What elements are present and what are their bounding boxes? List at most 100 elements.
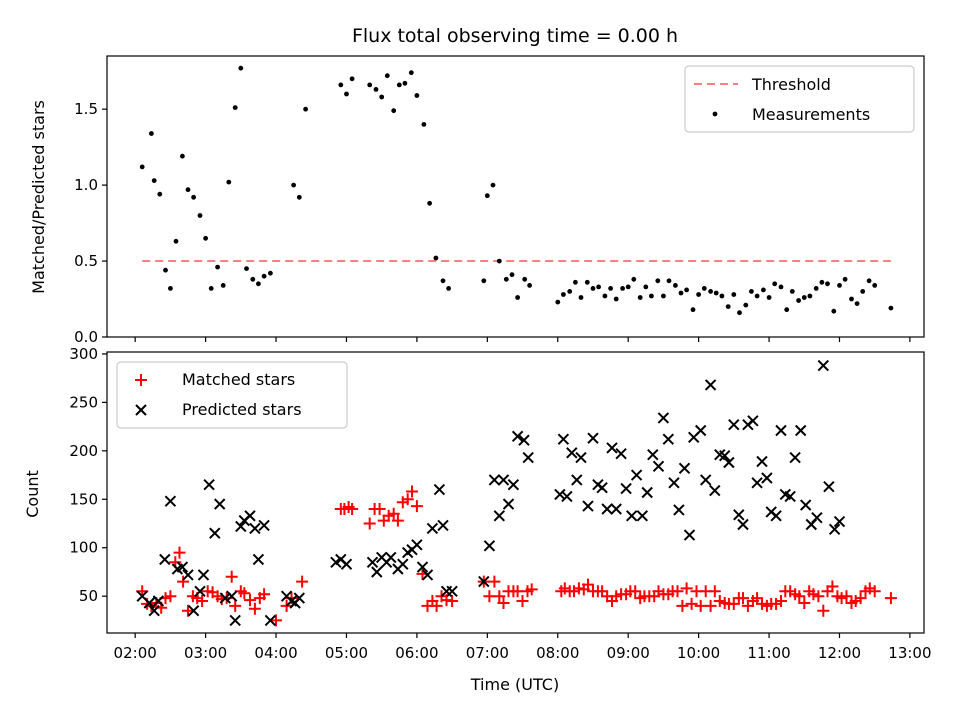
predicted-star-point: [397, 558, 409, 570]
measurement-point: [807, 293, 813, 299]
measurement-point: [872, 283, 878, 288]
matched-star-point: [446, 595, 459, 607]
legend-measurements-label: Measurements: [752, 105, 870, 124]
measurement-point: [608, 286, 613, 291]
measurement-point: [766, 295, 772, 300]
matched-star-point: [173, 546, 186, 559]
measurement-point: [849, 296, 854, 302]
predicted-star-point: [225, 590, 238, 602]
predicted-star-point: [652, 460, 665, 473]
predicted-star-point: [437, 519, 449, 532]
bottom-panel: 50 100 150 200 250 300 02:00 03:00 04:00 05:00 06…: [23, 345, 932, 694]
predicted-star-point: [421, 569, 434, 581]
predicted-star-point: [446, 585, 458, 598]
measurement-point: [149, 131, 154, 136]
measurement-point: [602, 293, 608, 299]
measurement-point: [631, 276, 637, 282]
measurement-point: [163, 267, 168, 273]
predicted-star-point: [601, 503, 613, 515]
predicted-star-point: [411, 539, 423, 551]
measurement-point: [842, 276, 848, 282]
predicted-star-point: [587, 432, 599, 444]
matched-star-point: [516, 595, 529, 607]
predicted-star-point: [784, 490, 796, 503]
matched-star-point: [840, 590, 853, 603]
measurement-point: [690, 307, 696, 313]
x-axis-label: Time (UTC): [470, 675, 559, 694]
measurement-point: [637, 295, 643, 300]
predicted-star-point: [258, 519, 270, 532]
x-tick-label: 10:00: [677, 644, 720, 662]
measurement-point: [256, 281, 261, 287]
predicted-star-point: [662, 433, 675, 445]
measurement-point: [613, 296, 619, 302]
matched-star-point: [387, 507, 400, 520]
matched-star-point: [401, 493, 414, 506]
legend-matched-swatch: [135, 374, 147, 386]
measurement-point: [238, 65, 244, 71]
measurement-point: [157, 191, 163, 197]
x-tick-label: 06:00: [395, 644, 438, 662]
measurement-point: [684, 287, 689, 293]
measurement-point: [421, 122, 427, 127]
measurement-point: [220, 283, 226, 288]
x-tick-label: 12:00: [818, 644, 861, 662]
measurement-point: [801, 295, 807, 300]
measurement-point: [180, 153, 185, 159]
bottom-y-tick-label: 150: [69, 490, 98, 508]
measurement-point: [527, 283, 532, 288]
measurement-point: [708, 289, 713, 294]
top-panel: Flux total observing time = 0.00 h 0.00.…: [29, 25, 925, 346]
measurement-point: [837, 283, 842, 288]
legend-matched-label: Matched stars: [182, 370, 295, 389]
x-tick-label: 05:00: [325, 644, 368, 662]
predicted-star-point: [488, 474, 501, 486]
matched-star-point: [296, 575, 309, 588]
predicted-star-point: [610, 503, 622, 515]
x-tick-label: 04:00: [254, 644, 297, 662]
top-x-ticks: [134, 337, 911, 342]
legend-threshold-label: Threshold: [751, 75, 831, 94]
measurement-points: [139, 65, 894, 316]
measurement-point: [831, 308, 837, 314]
measurement-point: [338, 82, 344, 88]
measurement-point: [819, 279, 825, 285]
predicted-star-point: [229, 614, 241, 627]
measurement-point: [725, 304, 731, 309]
predicted-star-point: [152, 595, 165, 607]
predicted-star-point: [371, 566, 383, 578]
measurement-point: [367, 82, 373, 88]
predicted-star-point: [615, 447, 627, 460]
matched-star-point: [238, 587, 251, 600]
predicted-star-point: [596, 481, 608, 494]
top-plot-frame: [106, 55, 925, 338]
measurement-point: [590, 286, 596, 291]
predicted-star-point: [606, 442, 618, 454]
matched-star-point: [826, 580, 839, 593]
measurement-point: [737, 310, 742, 316]
matched-star-point: [270, 614, 282, 627]
measurement-point: [291, 182, 296, 188]
matched-star-point: [671, 585, 684, 598]
predicted-star-point: [511, 430, 524, 443]
bottom-legend: Matched stars Predicted stars: [116, 361, 348, 429]
x-tick-label: 11:00: [747, 644, 790, 662]
predicted-star-point: [203, 478, 215, 491]
bottom-y-tick-label: 100: [69, 539, 98, 557]
predicted-star-point: [182, 569, 194, 581]
predicted-star-point: [159, 553, 171, 566]
predicted-star-point: [566, 447, 578, 459]
predicted-star-point: [244, 510, 256, 522]
matched-star-point: [775, 595, 787, 607]
predicted-star-point: [775, 424, 787, 437]
predicted-star-point: [794, 424, 807, 437]
bottom-plot-frame: [106, 351, 925, 634]
matched-star-point: [704, 599, 717, 612]
matched-star-point: [854, 592, 867, 605]
measurement-point: [584, 279, 590, 285]
predicted-star-point: [187, 604, 200, 617]
predicted-star-point: [483, 540, 496, 552]
matched-star-point: [708, 585, 721, 598]
predicted-star-point: [728, 418, 740, 431]
